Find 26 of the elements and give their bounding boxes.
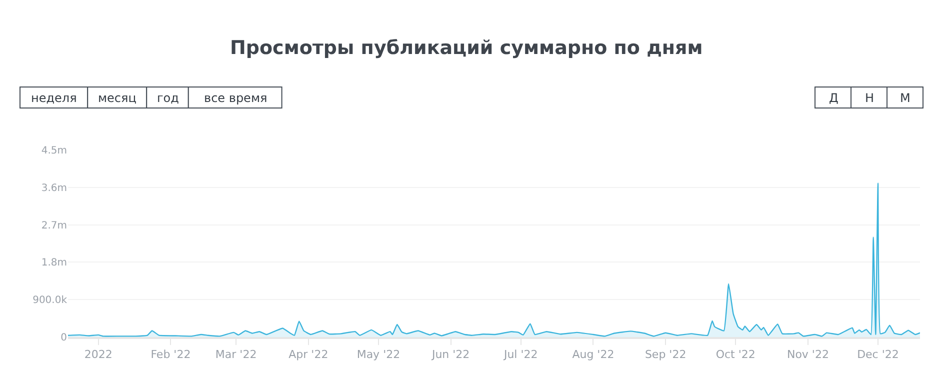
x-tick-label: Sep '22: [644, 348, 686, 362]
text: месяц: [98, 91, 136, 105]
chart-title: Просмотры публикаций суммарно по дням: [230, 37, 703, 59]
y-tick-label: 0: [60, 332, 67, 344]
y-tick-label: 3.6m: [41, 182, 67, 194]
y-tick-label: 1.8m: [41, 258, 67, 269]
y-tick-label: 2.7m: [41, 220, 67, 232]
y-tick-label: 900.0k: [32, 295, 68, 306]
x-tick-label: Feb '22: [150, 348, 191, 362]
text: Н: [865, 91, 874, 105]
x-tick-label: Jun '22: [430, 348, 470, 362]
x-tick-label: Mar '22: [215, 348, 257, 362]
text: год: [157, 91, 179, 105]
text: Д: [829, 91, 838, 105]
x-tick-label: Aug '22: [572, 348, 614, 362]
text: неделя: [31, 91, 77, 105]
x-tick-label: Dec '22: [857, 348, 899, 362]
x-tick-label: Jul '22: [502, 348, 538, 362]
text: все время: [204, 91, 268, 105]
x-tick-label: Oct '22: [716, 348, 756, 362]
y-tick-label: 4.5m: [41, 146, 67, 156]
text: М: [900, 91, 910, 105]
x-tick-label: May '22: [356, 348, 400, 362]
x-tick-label: 2022: [84, 348, 112, 362]
x-tick-label: Apr '22: [288, 348, 328, 362]
x-tick-label: Nov '22: [786, 348, 829, 362]
